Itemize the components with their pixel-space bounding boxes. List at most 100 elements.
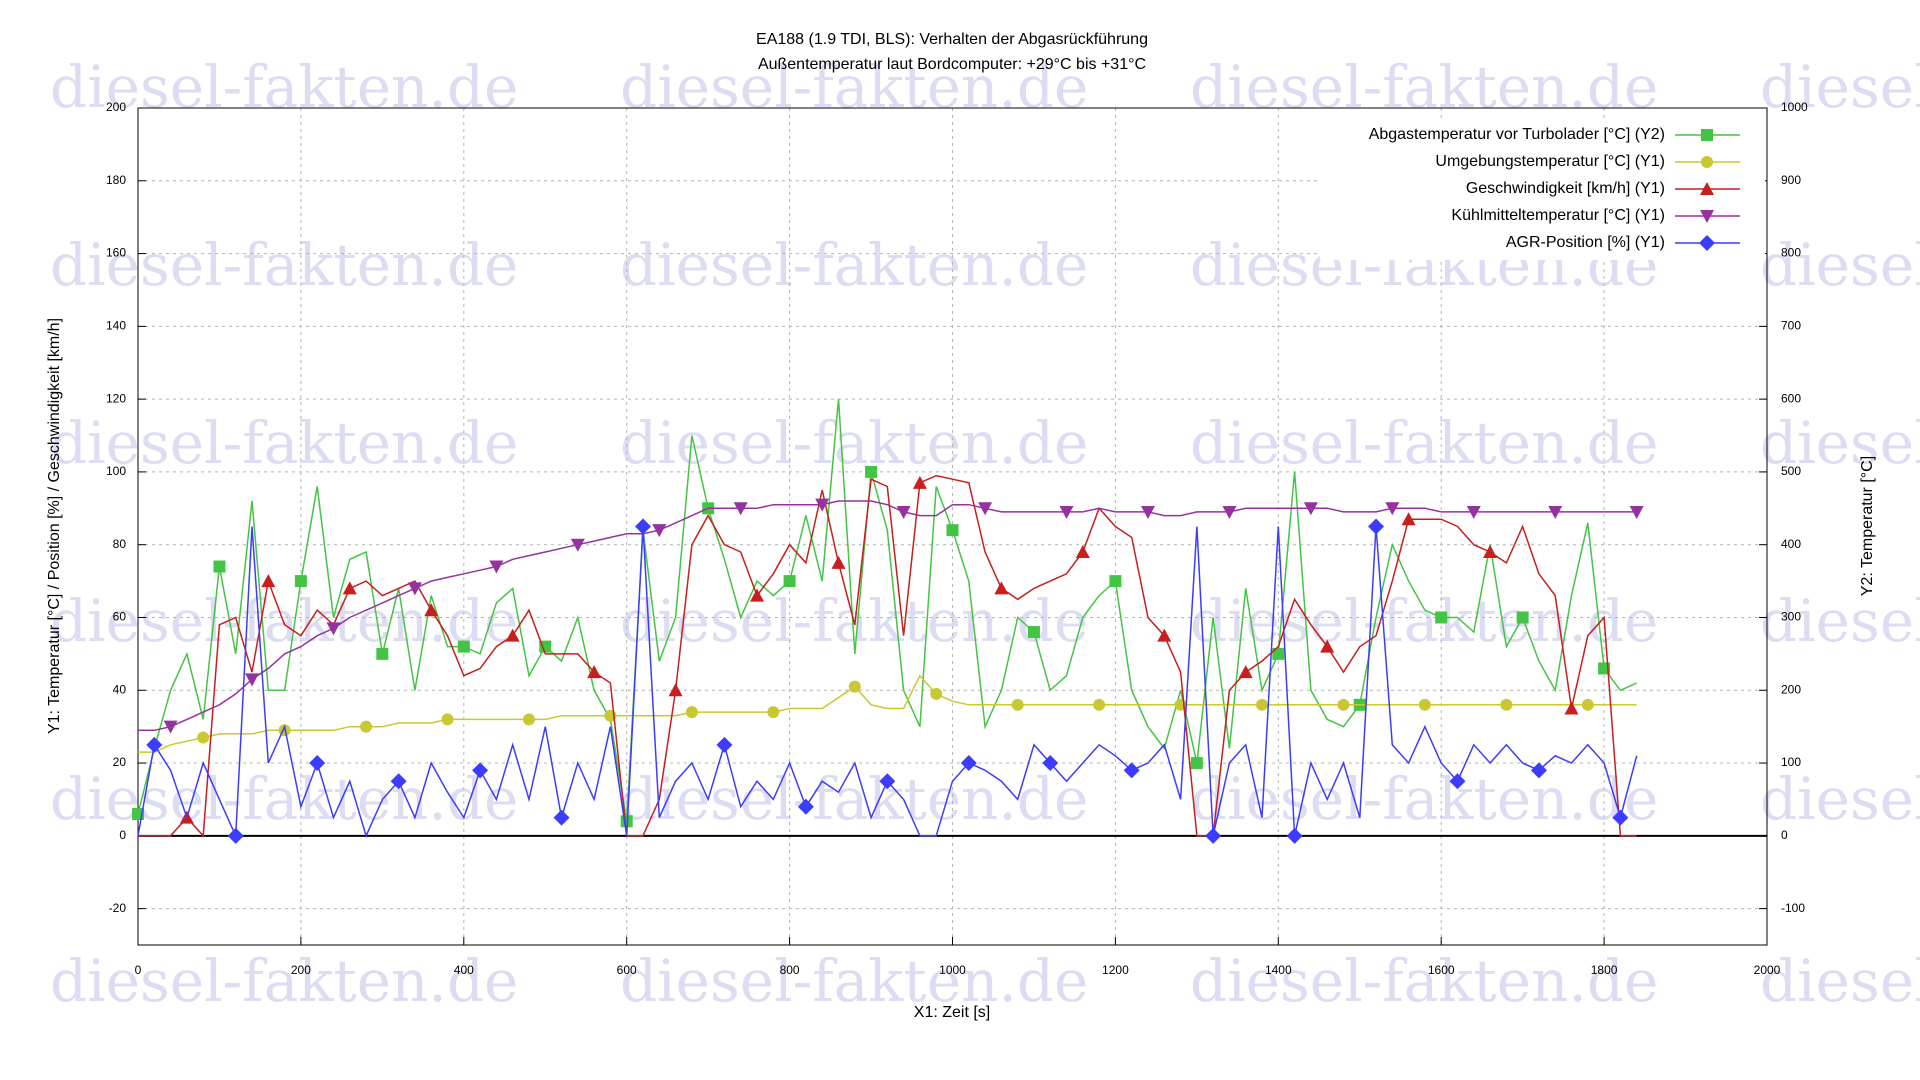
marker (994, 581, 1009, 595)
x-axis-label: X1: Zeit [s] (914, 1004, 990, 1021)
marker (163, 720, 178, 734)
watermark: diesel-fakten.de (50, 587, 518, 655)
chart-subtitle: Außentemperatur laut Bordcomputer: +29°C… (758, 56, 1146, 73)
marker (1256, 698, 1269, 711)
series (132, 399, 1644, 844)
x-tick-label: 200 (291, 963, 311, 977)
marker (1286, 827, 1303, 844)
marker (424, 603, 439, 617)
y2-axis-label: Y2: Temperatur [°C] (1859, 456, 1876, 596)
marker (1581, 698, 1594, 711)
marker (1612, 809, 1629, 826)
marker (815, 498, 830, 512)
marker (1157, 628, 1172, 642)
y-tick-label: 120 (106, 391, 126, 405)
marker (1516, 611, 1529, 624)
y-axis-label: Y1: Temperatur [°C] / Position [%] / Ges… (46, 318, 63, 734)
marker (1548, 505, 1563, 519)
x-tick-label: 1800 (1591, 963, 1618, 977)
watermark: diesel-fakten.de (1760, 53, 1920, 121)
x-tick-label: 800 (780, 963, 800, 977)
marker (326, 622, 341, 636)
marker (668, 683, 683, 697)
x-tick-label: 1200 (1102, 963, 1129, 977)
y-tick-label: 180 (106, 173, 126, 187)
marker (1368, 518, 1385, 535)
marker (750, 588, 765, 602)
marker (1093, 698, 1106, 711)
marker (1700, 182, 1714, 195)
marker (472, 762, 489, 779)
watermark: diesel-fakten.de (50, 231, 518, 299)
legend-label: Kühlmitteltemperatur [°C] (Y1) (1451, 207, 1665, 224)
watermark: diesel-fakten.de (50, 53, 518, 121)
grid: 0 200 400 600 800 1000 1200 1400 1600 1800 2000-20… (106, 100, 1808, 977)
marker (1190, 757, 1203, 770)
y2-tick-label: 800 (1781, 246, 1801, 260)
watermark: diesel-fakten.de (50, 947, 518, 1015)
series-line (138, 500, 1637, 732)
y-tick-label: 80 (113, 537, 127, 551)
watermarks: diesel-fakten.de diesel-fakten.de diesel-f… (50, 53, 1920, 1015)
marker (1385, 502, 1400, 516)
marker (376, 647, 389, 660)
watermark: diesel-fakten.de (1190, 765, 1658, 833)
marker (1123, 762, 1140, 779)
y-tick-label: 140 (106, 319, 126, 333)
watermark: diesel-fakten.de (620, 53, 1088, 121)
marker (652, 524, 667, 538)
marker (197, 731, 210, 744)
marker (1466, 505, 1481, 519)
watermark: diesel-fakten.de (620, 409, 1088, 477)
y2-tick-label: 700 (1781, 319, 1801, 333)
marker (1011, 698, 1024, 711)
marker (441, 713, 454, 726)
watermark: diesel-fakten.de (1760, 409, 1920, 477)
legend: Abgastemperatur vor Turbolader [°C] (Y2)… (1320, 119, 1765, 260)
marker (522, 713, 535, 726)
marker (1564, 701, 1579, 715)
marker (848, 680, 861, 693)
x-tick-label: 2000 (1754, 963, 1781, 977)
marker (1222, 505, 1237, 519)
legend-label: Umgebungstemperatur [°C] (Y1) (1435, 153, 1665, 170)
marker (261, 574, 276, 588)
watermark: diesel-fakten.de (1190, 947, 1658, 1015)
legend-label: AGR-Position [%] (Y1) (1506, 234, 1665, 251)
y-tick-label: -20 (109, 901, 127, 915)
y2-tick-label: -100 (1781, 901, 1805, 915)
x-tick-label: 1000 (939, 963, 966, 977)
watermark: diesel-fakten.de (1760, 587, 1920, 655)
marker (489, 560, 504, 574)
y2-tick-label: 200 (1781, 682, 1801, 696)
y2-tick-label: 500 (1781, 464, 1801, 478)
marker (553, 809, 570, 826)
watermark: diesel-fakten.de (50, 765, 518, 833)
marker (457, 640, 470, 653)
marker (716, 736, 733, 753)
x-tick-label: 0 (135, 963, 142, 977)
y2-tick-label: 400 (1781, 537, 1801, 551)
marker (879, 773, 896, 790)
marker (831, 555, 846, 569)
x-tick-label: 400 (454, 963, 474, 977)
marker (1059, 505, 1074, 519)
marker (570, 538, 585, 552)
marker (294, 575, 307, 588)
y-tick-label: 20 (113, 755, 127, 769)
marker (1530, 762, 1547, 779)
watermark: diesel-fakten.de (620, 947, 1088, 1015)
marker (1699, 235, 1715, 251)
marker (896, 505, 911, 519)
legend-label: Abgastemperatur vor Turbolader [°C] (Y2) (1369, 126, 1665, 143)
marker (407, 582, 422, 596)
y2-tick-label: 600 (1781, 391, 1801, 405)
marker (797, 798, 814, 815)
marker (930, 687, 943, 700)
marker (1500, 698, 1513, 711)
marker (1320, 639, 1335, 653)
marker (245, 673, 260, 687)
marker (213, 560, 226, 573)
marker (1435, 611, 1448, 624)
